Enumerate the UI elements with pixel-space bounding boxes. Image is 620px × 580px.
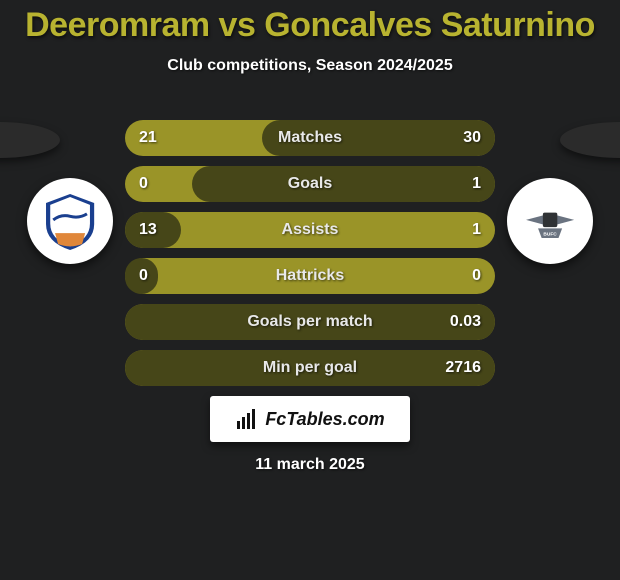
stat-value-right: 30 [463, 120, 481, 156]
svg-text:BUFC: BUFC [543, 231, 557, 237]
stat-value-right: 0 [472, 258, 481, 294]
page-title: Deeromram vs Goncalves Saturnino [0, 0, 620, 45]
stat-label: Assists [125, 212, 495, 248]
stat-value-right: 1 [472, 212, 481, 248]
stat-value-left: 21 [139, 120, 157, 156]
fctables-icon [235, 407, 259, 431]
stat-label: Hattricks [125, 258, 495, 294]
stat-row: Hattricks0 0 [125, 258, 495, 294]
stat-value-right: 1 [472, 166, 481, 202]
club-logo-left [27, 178, 113, 264]
stat-value-left: 0 [139, 258, 148, 294]
stat-row: Goals0 1 [125, 166, 495, 202]
crest-left-icon [40, 191, 100, 251]
subtitle: Club competitions, Season 2024/2025 [0, 57, 620, 75]
stat-value-right: 2716 [445, 350, 481, 386]
ellipse-right [560, 122, 620, 158]
stat-row: Min per goal2716 [125, 350, 495, 386]
date-label: 11 march 2025 [0, 456, 620, 474]
ellipse-left [0, 122, 60, 158]
crest-right-icon: BUFC [520, 191, 580, 251]
stat-row: Assists13 1 [125, 212, 495, 248]
club-logo-right: BUFC [507, 178, 593, 264]
stat-row: Goals per match0.03 [125, 304, 495, 340]
stat-label: Goals [125, 166, 495, 202]
stat-value-right: 0.03 [450, 304, 481, 340]
stat-row: Matches21 30 [125, 120, 495, 156]
branding-badge: FcTables.com [210, 396, 410, 442]
stat-value-left: 13 [139, 212, 157, 248]
stats-container: Matches2130Goals01Assists131Hattricks00G… [125, 120, 495, 396]
stat-label: Matches [125, 120, 495, 156]
stat-label: Goals per match [125, 304, 495, 340]
branding-text: FcTables.com [265, 409, 384, 430]
stat-value-left: 0 [139, 166, 148, 202]
stat-label: Min per goal [125, 350, 495, 386]
